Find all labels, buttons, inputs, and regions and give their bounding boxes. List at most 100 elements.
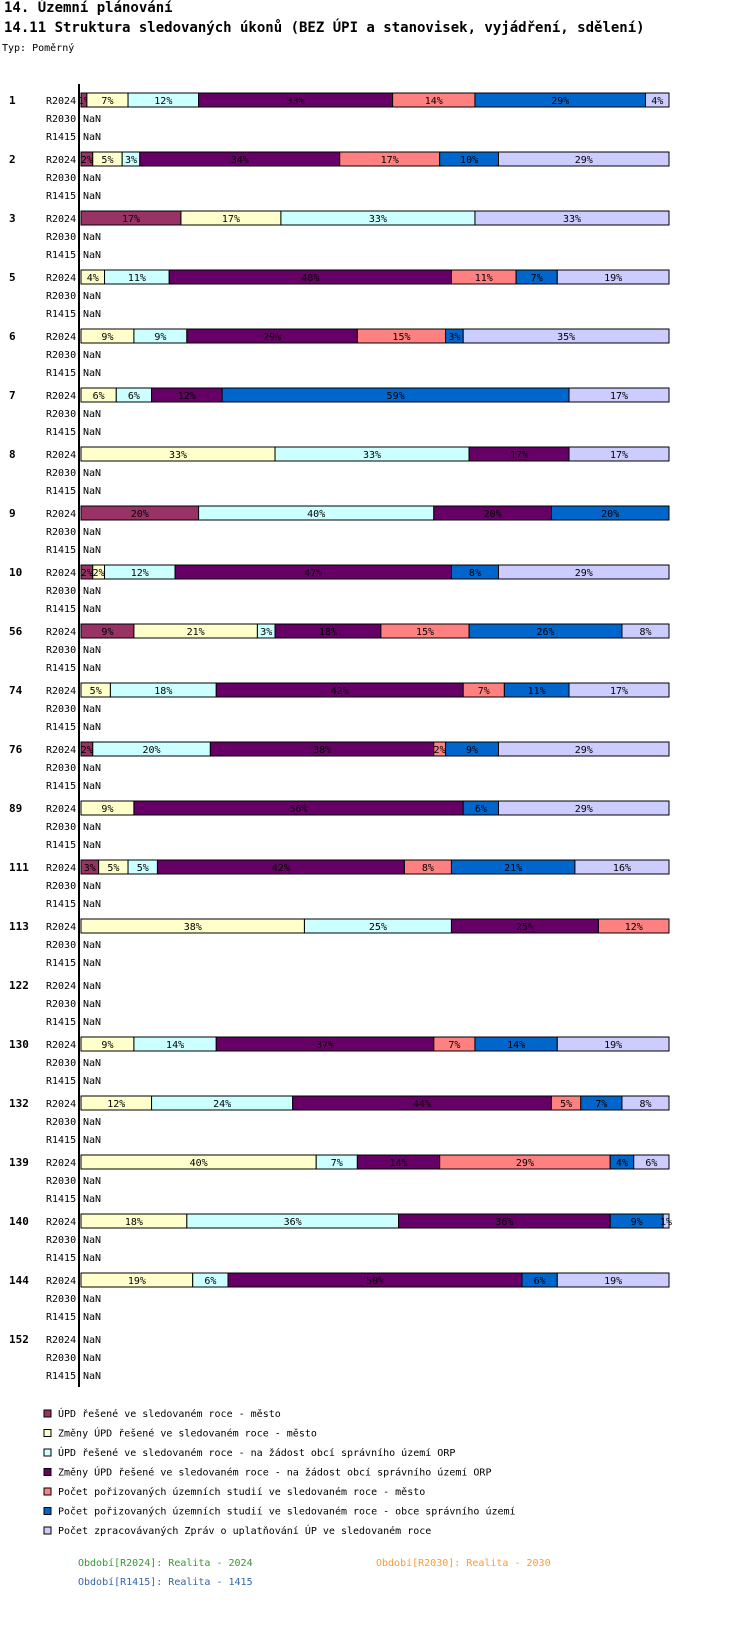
period-label-130-R1415: R1415 <box>46 1076 76 1087</box>
missing-value-74-R2030: NaN <box>83 704 101 715</box>
group-label-10: 10 <box>9 566 22 579</box>
bar-label-9-R2024-s6: 20% <box>601 509 619 520</box>
period-label-3-R2030: R2030 <box>46 232 76 243</box>
bar-label-8-R2024-s3: 33% <box>363 450 381 461</box>
bar-label-6-R2024-s5: 15% <box>392 332 410 343</box>
group-label-76: 76 <box>9 743 23 756</box>
bar-label-139-R2024-s2: 40% <box>190 1158 208 1169</box>
group-label-113: 113 <box>9 920 29 933</box>
group-label-132: 132 <box>9 1097 29 1110</box>
period-label-111-R2024: R2024 <box>46 863 76 874</box>
legend-swatch-7 <box>43 1526 52 1535</box>
period-label-113-R2030: R2030 <box>46 940 76 951</box>
bar-label-144-R2024-s6: 6% <box>534 1276 546 1287</box>
bar-label-111-R2024-s5: 8% <box>422 863 434 874</box>
bar-label-2-R2024-s5: 17% <box>381 155 399 166</box>
period-label-8-R1415: R1415 <box>46 486 76 497</box>
bar-label-130-R2024-s6: 14% <box>507 1040 525 1051</box>
bar-label-139-R2024-s3: 7% <box>331 1158 343 1169</box>
bar-label-74-R2024-s6: 11% <box>528 686 546 697</box>
period-label-89-R2030: R2030 <box>46 822 76 833</box>
missing-value-140-R2030: NaN <box>83 1235 101 1246</box>
bar-segment-74-R2024-s7 <box>568 682 670 698</box>
bar-label-113-R2024-s5: 12% <box>625 922 643 933</box>
missing-value-76-R2030: NaN <box>83 763 101 774</box>
bar-label-111-R2024-s2: 5% <box>107 863 119 874</box>
period-label-7-R1415: R1415 <box>46 427 76 438</box>
bar-label-139-R2024-s7: 6% <box>645 1158 657 1169</box>
legend-entry-2: Změny ÚPD řešené ve sledovaném roce - mě… <box>58 1427 317 1440</box>
missing-value-9-R1415: NaN <box>83 545 101 556</box>
period-label-130-R2024: R2024 <box>46 1040 76 1051</box>
bar-label-144-R2024-s3: 6% <box>204 1276 216 1287</box>
group-label-152: 152 <box>9 1333 29 1346</box>
period-label-9-R1415: R1415 <box>46 545 76 556</box>
bar-label-7-R2024-s2: 6% <box>93 391 105 402</box>
bar-label-1-R2024-s4: 33% <box>287 96 305 107</box>
bar-label-89-R2024-s2: 9% <box>101 804 113 815</box>
bar-label-140-R2024-s3: 36% <box>284 1217 302 1228</box>
period-label-122-R1415: R1415 <box>46 1017 76 1028</box>
legend-entry-6: Počet pořizovaných územních studií ve sl… <box>58 1506 516 1518</box>
period-label-89-R2024: R2024 <box>46 804 76 815</box>
bar-label-7-R2024-s3: 6% <box>128 391 140 402</box>
period-label-10-R2024: R2024 <box>46 568 76 579</box>
legend-entry-5: Počet pořizovaných územních studií ve sl… <box>58 1486 425 1498</box>
bar-label-89-R2024-s6: 6% <box>475 804 487 815</box>
bar-label-111-R2024-s4: 42% <box>272 863 290 874</box>
missing-value-122-R2024: NaN <box>83 981 101 992</box>
missing-value-56-R2030: NaN <box>83 645 101 656</box>
bar-label-111-R2024-s3: 5% <box>137 863 149 874</box>
missing-value-6-R1415: NaN <box>83 368 101 379</box>
legend-entry-7: Počet zpracovávaných Zpráv o uplatňování… <box>58 1524 431 1537</box>
bar-label-56-R2024-s1: 9% <box>101 627 113 638</box>
period-label-6-R2024: R2024 <box>46 332 76 343</box>
group-label-89: 89 <box>9 802 22 815</box>
period-label-74-R1415: R1415 <box>46 722 76 733</box>
period-label-10-R1415: R1415 <box>46 604 76 615</box>
bar-segment-56-R2024-s7 <box>621 623 670 639</box>
bar-label-5-R2024-s2: 4% <box>87 273 99 284</box>
legend-swatch-3 <box>43 1448 52 1457</box>
period-label-7-R2024: R2024 <box>46 391 76 402</box>
bar-label-76-R2024-s3: 20% <box>143 745 161 756</box>
period-label-132-R2024: R2024 <box>46 1099 76 1110</box>
bar-segment-89-R2024-s7 <box>497 800 670 816</box>
bar-segment-7-R2024-s7 <box>568 387 670 403</box>
bar-label-113-R2024-s2: 38% <box>184 922 202 933</box>
bar-label-6-R2024-s6: 3% <box>448 332 460 343</box>
bar-label-132-R2024-s6: 7% <box>595 1099 607 1110</box>
period-label-113-R1415: R1415 <box>46 958 76 969</box>
period-label-139-R1415: R1415 <box>46 1194 76 1205</box>
period-label-1-R2030: R2030 <box>46 114 76 125</box>
missing-value-139-R1415: NaN <box>83 1194 101 1205</box>
period-label-5-R2030: R2030 <box>46 291 76 302</box>
bar-label-6-R2024-s2: 9% <box>101 332 113 343</box>
missing-value-152-R2030: NaN <box>83 1353 101 1364</box>
bar-label-111-R2024-s1: 3% <box>84 863 96 874</box>
bar-label-140-R2024-s4: 36% <box>495 1217 513 1228</box>
bar-label-111-R2024-s7: 16% <box>613 863 631 874</box>
bar-label-76-R2024-s5: 2% <box>434 745 446 756</box>
bar-label-56-R2024-s2: 21% <box>187 627 205 638</box>
period-label-140-R2030: R2030 <box>46 1235 76 1246</box>
bar-label-9-R2024-s4: 20% <box>484 509 502 520</box>
bar-segment-10-R2024-s7 <box>497 564 670 580</box>
missing-value-5-R2030: NaN <box>83 291 101 302</box>
bar-segment-8-R2024-s7 <box>568 446 670 462</box>
period-label-111-R1415: R1415 <box>46 899 76 910</box>
bar-label-1-R2024-s5: 14% <box>425 96 443 107</box>
missing-value-152-R1415: NaN <box>83 1371 101 1382</box>
legend-swatch-5 <box>43 1487 52 1496</box>
missing-value-74-R1415: NaN <box>83 722 101 733</box>
bar-label-130-R2024-s2: 9% <box>101 1040 113 1051</box>
bar-label-2-R2024-s7: 29% <box>575 155 593 166</box>
missing-value-7-R1415: NaN <box>83 427 101 438</box>
period-label-122-R2024: R2024 <box>46 981 76 992</box>
bar-label-132-R2024-s3: 24% <box>213 1099 231 1110</box>
bar-label-140-R2024-s7: 1% <box>660 1217 672 1228</box>
period-label-9-R2024: R2024 <box>46 509 76 520</box>
bar-label-3-R2024-s7: 33% <box>563 214 581 225</box>
period-label-89-R1415: R1415 <box>46 840 76 851</box>
